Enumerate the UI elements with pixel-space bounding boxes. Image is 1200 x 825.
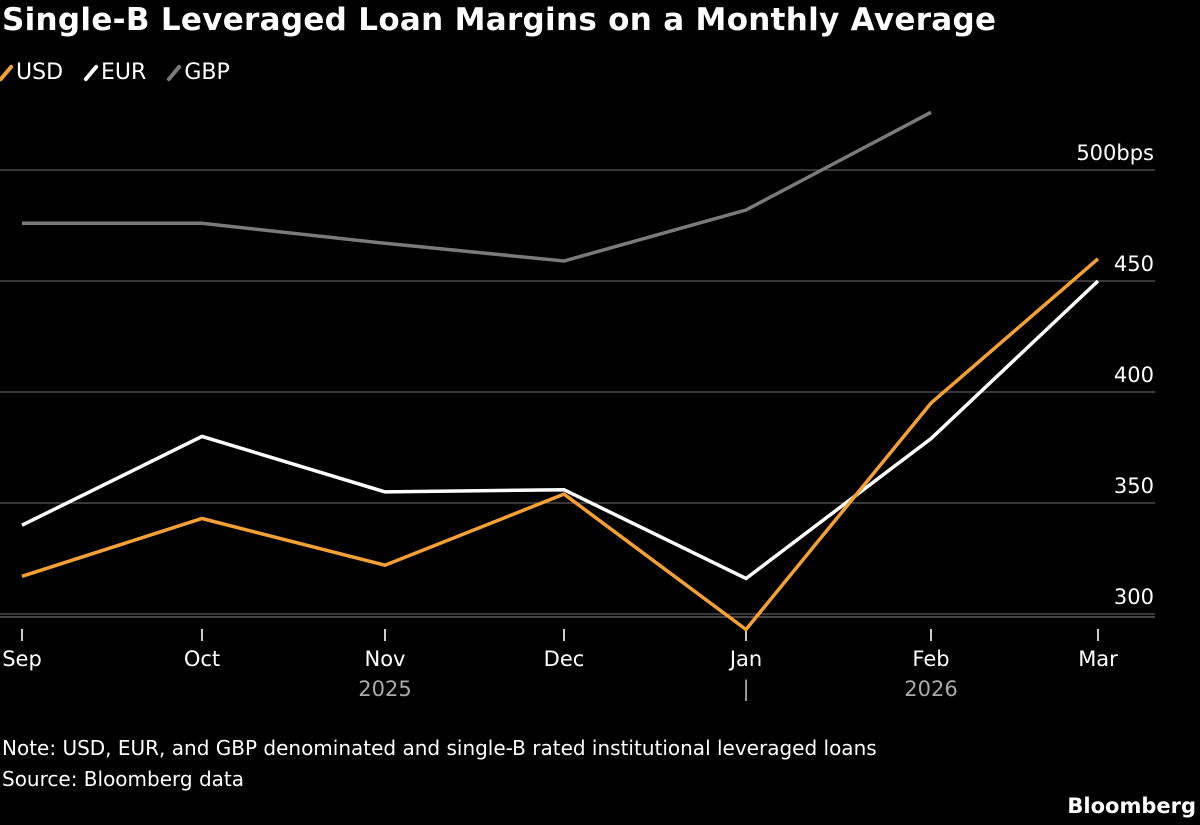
footnote: Note: USD, EUR, and GBP denominated and … (2, 733, 877, 795)
legend-label: EUR (101, 60, 147, 85)
note-text: Note: USD, EUR, and GBP denominated and … (2, 736, 877, 760)
legend-item-gbp: GBP (166, 60, 230, 85)
y-tick-label: 300 (1114, 585, 1154, 609)
bloomberg-logo: Bloomberg (1067, 794, 1196, 818)
y-tick-label: 450 (1114, 252, 1154, 276)
year-label: 2025 (358, 677, 411, 701)
legend-label: GBP (184, 60, 230, 85)
chart-title: Single-B Leveraged Loan Margins on a Mon… (2, 2, 997, 38)
series-line-usd (21, 257, 1100, 632)
series-line-gbp (22, 110, 932, 263)
series-line-eur (21, 279, 1100, 581)
source-text: Source: Bloomberg data (2, 767, 244, 791)
x-tick-label: Sep (2, 647, 42, 671)
year-label: 2026 (904, 677, 957, 701)
x-tick-label: Mar (1078, 647, 1118, 671)
x-tick-label: Jan (728, 647, 762, 671)
legend-item-usd: USD (0, 60, 64, 85)
x-tick-label: Oct (184, 647, 220, 671)
legend-item-eur: EUR (83, 60, 147, 85)
x-tick-label: Dec (544, 647, 585, 671)
y-tick-label: 350 (1114, 474, 1154, 498)
year-label: | (742, 677, 749, 702)
y-tick-label: 400 (1114, 363, 1154, 387)
legend: USD EUR GBP (0, 60, 230, 85)
y-tick-label: 500bps (1076, 141, 1154, 165)
x-tick-label: Nov (365, 647, 406, 671)
x-tick-label: Feb (912, 647, 949, 671)
legend-label: USD (16, 60, 64, 85)
